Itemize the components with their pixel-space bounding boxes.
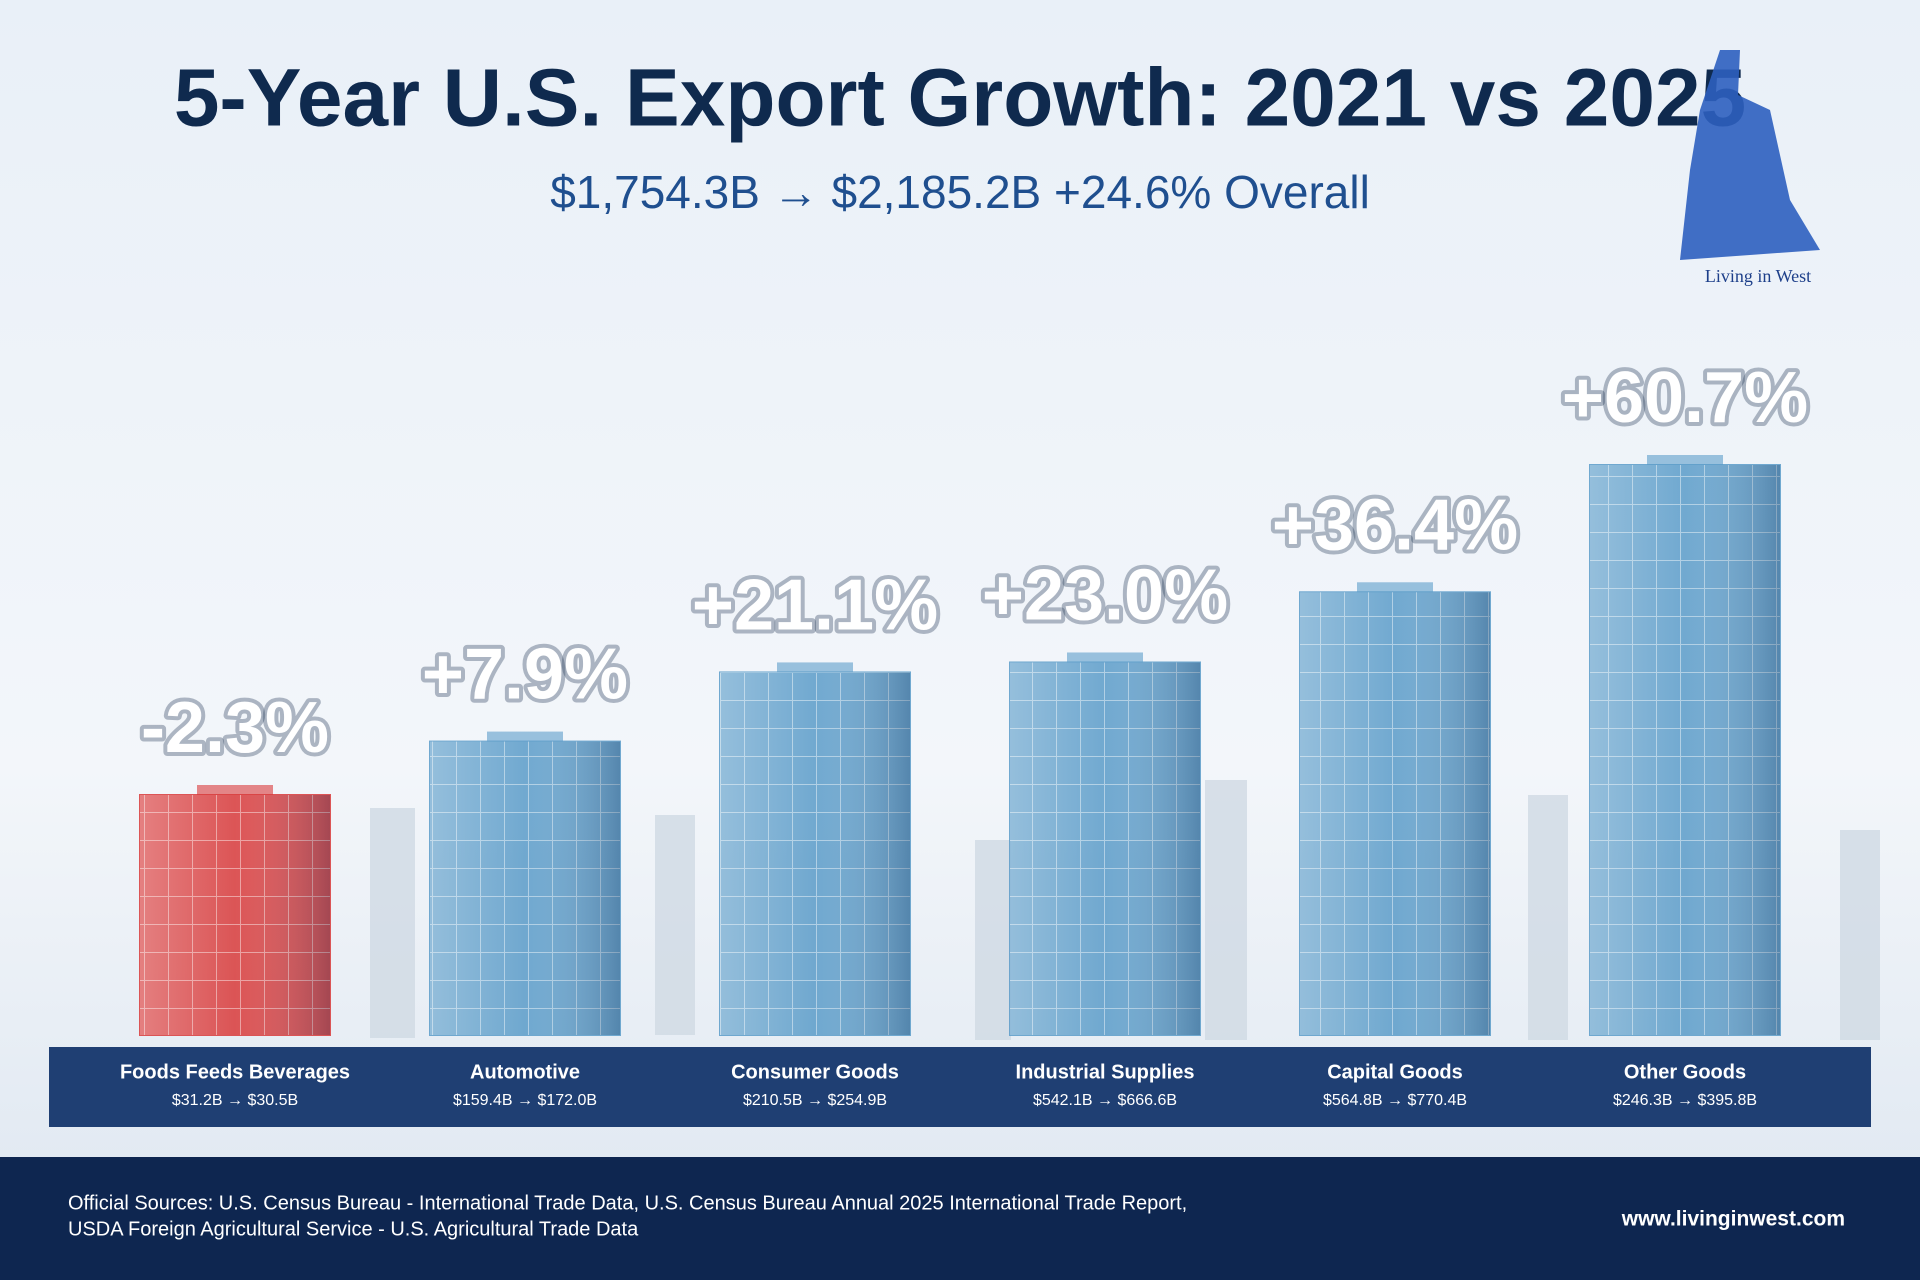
building-shade [430,741,620,1035]
footer-source: Official Sources: U.S. Census Bureau - I… [68,1192,1187,1214]
category-detail: $564.8B → $770.4B [1323,1092,1467,1109]
building-cap [197,785,273,795]
chart-subtitle: $1,754.3B → $2,185.2B +24.6% Overall [550,166,1370,218]
value-label: -2.3% [141,688,329,768]
building-shade [140,795,330,1035]
building-cap [1067,652,1143,663]
building-shade [1010,662,1200,1035]
building-cap [1647,455,1723,465]
x-tick-label: Capital Goods [1327,1061,1463,1083]
building-shade [1300,592,1490,1035]
value-label: +60.7% [1562,358,1808,438]
value-label: +36.4% [1272,485,1518,565]
buildings: -2.3% Foods Feeds Beverages $31.2B → $30.5… [120,354,1812,1109]
x-tick-label: Industrial Supplies [1016,1061,1195,1083]
x-tick-label: Automotive [470,1061,580,1083]
skyline [370,780,1880,1040]
chart-title: 5-Year U.S. Export Growth: 2021 vs 2025 [174,53,1746,144]
building-shade [1590,465,1780,1035]
building-cap [777,662,853,673]
value-label: +23.0% [982,555,1228,635]
category-detail: $542.1B → $666.6B [1033,1092,1177,1109]
value-label: +21.1% [692,565,938,645]
category-detail: $210.5B → $254.9B [743,1092,887,1109]
category-detail: $246.3B → $395.8B [1613,1092,1757,1109]
logo-text: Living in West [1705,266,1811,286]
footer [0,1157,1920,1280]
footer-website: www.livinginwest.com [1621,1208,1845,1231]
x-tick-label: Other Goods [1624,1061,1746,1083]
x-tick-label: Foods Feeds Beverages [120,1061,350,1083]
building-cap [1357,582,1433,593]
building-cap [487,731,563,742]
value-label: +7.9% [422,635,628,715]
category-detail: $159.4B → $172.0B [453,1092,597,1109]
x-tick-label: Consumer Goods [731,1061,899,1083]
category-detail: $31.2B → $30.5B [172,1092,298,1109]
logo: Living in West [1680,50,1820,286]
logo-statue [1680,50,1820,260]
building-shade [720,672,910,1035]
footer-source: USDA Foreign Agricultural Service - U.S.… [68,1218,639,1240]
platform [49,1047,1871,1127]
